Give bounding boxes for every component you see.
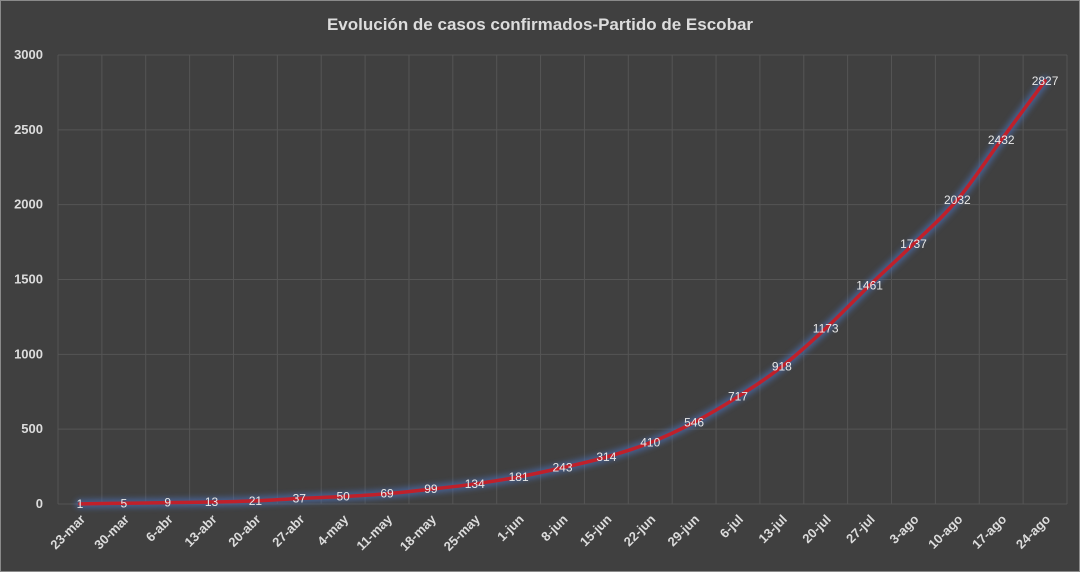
x-tick-label: 8-jun [538,511,571,544]
series-line-glow [75,76,1050,509]
data-point [955,198,959,202]
x-tick-label: 3-ago [886,511,921,546]
data-point [253,499,257,503]
data-label: 1173 [813,321,839,335]
data-label: 2827 [1032,74,1059,88]
data-label: 546 [684,415,704,429]
data-point [122,501,126,505]
x-tick-label: 1-jun [494,511,527,544]
y-tick-label: 3000 [14,47,43,62]
data-point [166,501,170,505]
data-point [736,395,740,399]
data-label: 134 [465,477,485,491]
data-point [1043,79,1047,83]
x-tick-label: 13-jul [755,512,790,547]
data-point [429,487,433,491]
x-tick-label: 10-ago [925,511,965,551]
data-label: 1 [77,497,84,511]
x-tick-label: 20-jul [799,512,834,547]
data-label: 2432 [988,133,1015,147]
data-label: 717 [728,390,748,404]
data-point [385,492,389,496]
data-label: 243 [552,461,572,475]
data-label: 1737 [900,237,927,251]
data-point [780,365,784,369]
data-label: 1461 [856,278,883,292]
y-tick-label: 2000 [14,197,43,212]
data-point [911,242,915,246]
data-point [210,500,214,504]
data-point [297,496,301,500]
y-tick-label: 1500 [14,272,43,287]
data-label: 50 [336,490,350,504]
x-tick-label: 11-may [353,511,395,553]
x-tick-label: 22-jun [621,511,659,549]
data-label: 2032 [944,193,971,207]
data-point [868,283,872,287]
data-point [517,475,521,479]
x-tick-label: 30-mar [91,512,132,553]
series-line [78,79,1047,506]
series [75,76,1050,509]
chart-title: Evolución de casos confirmados-Partido d… [327,15,753,34]
x-tick-label: 6-jul [717,512,747,542]
x-tick-label: 24-ago [1013,511,1053,551]
y-tick-label: 1000 [14,346,43,361]
x-tick-label: 4-may [314,511,352,549]
x-tick-label: 27-jul [843,512,878,547]
x-tick-label: 27-abr [269,512,307,550]
data-label: 410 [640,436,660,450]
data-point [604,455,608,459]
data-point [473,482,477,486]
x-tick-label: 29-jun [665,511,703,549]
x-tick-label: 6-abr [143,512,176,545]
data-point [692,420,696,424]
data-label: 13 [205,495,219,509]
data-point [648,441,652,445]
data-point [78,502,82,506]
data-point [999,138,1003,142]
data-label: 21 [249,494,263,508]
data-label: 918 [772,360,792,374]
data-label: 69 [380,487,394,501]
data-label: 9 [164,496,171,510]
data-label: 314 [596,450,616,464]
data-point [561,466,564,470]
x-tick-label: 15-jun [577,511,615,549]
data-label: 37 [293,491,307,505]
data-label: 99 [424,482,438,496]
data-point [824,326,828,330]
data-label: 5 [120,496,127,510]
x-tick-label: 20-abr [225,512,263,550]
y-tick-label: 2500 [14,122,43,137]
x-tick-label: 23-mar [47,512,88,553]
x-tick-label: 18-may [397,511,440,554]
data-label: 181 [509,470,529,484]
x-tick-label: 13-abr [181,512,219,550]
grid [57,54,1068,505]
y-tick-label: 0 [36,496,43,511]
data-point [341,495,345,499]
y-tick-label: 500 [21,421,43,436]
x-tick-label: 25-may [441,511,484,554]
data-labels: 1 5 9 13 21 37 50 69 99 134 181 243 314 410 546 717 918 1… [77,74,1059,511]
x-tick-label: 17-ago [969,511,1009,551]
